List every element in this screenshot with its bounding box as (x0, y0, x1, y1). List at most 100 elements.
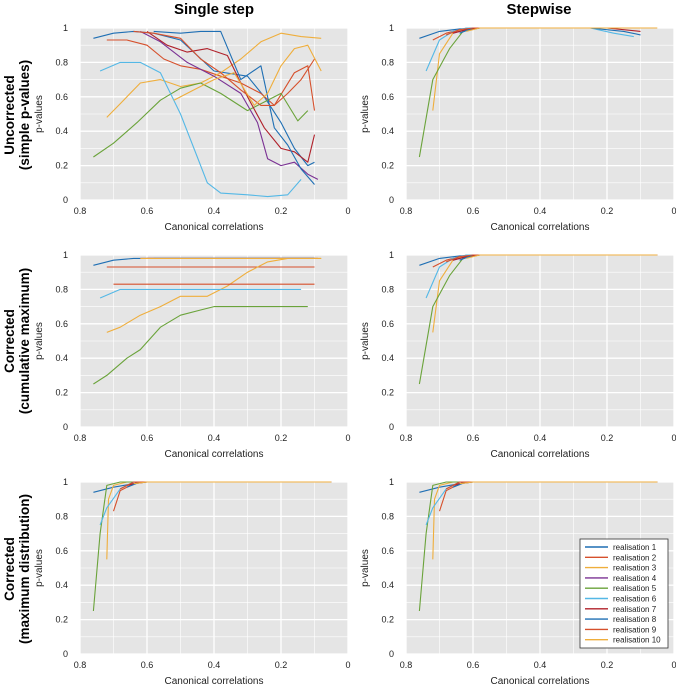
y-tick-label: 1 (389, 477, 394, 487)
y-tick-label: 0.6 (55, 546, 68, 556)
x-tick-label: 0.4 (534, 433, 547, 443)
series-line-realisation-5 (93, 82, 309, 158)
y-tick-label: 0.4 (55, 353, 68, 363)
y-tick-label: 0.8 (55, 511, 68, 521)
row-title-cumulative-line1: Corrected (2, 309, 17, 373)
x-tick-label: 0.8 (400, 433, 413, 443)
panel-r0-c0: 0 0.2 0.4 0.6 0.8 1 0.8 0.6 0.4 0.2 0 Canonical cor… (34, 23, 351, 233)
y-tick-label: 1 (389, 250, 394, 260)
chart-panels: 0 0.2 0.4 0.6 0.8 1 0.8 0.6 0.4 0.2 0 Canonical cor… (34, 23, 676, 687)
x-tick-label: 0.4 (534, 206, 547, 216)
panel-r2-c0: 0 0.2 0.4 0.6 0.8 1 0.8 0.6 0.4 0.2 0 Canonical cor… (34, 477, 351, 687)
x-tick-label: 0.6 (467, 433, 480, 443)
y-tick-label: 0 (389, 649, 394, 659)
series-line-realisation-6 (99, 61, 302, 198)
y-axis-label: p-values (360, 549, 371, 587)
y-tick-label: 0.2 (381, 388, 394, 398)
x-tick-label: 0.2 (275, 660, 288, 670)
series-line-realisation-10 (173, 44, 322, 106)
y-tick-label: 1 (63, 477, 68, 487)
row-title-maxdist-line1: Corrected (2, 537, 17, 601)
legend-label-realisation-3: realisation 3 (613, 564, 657, 573)
x-tick-label: 0.2 (601, 206, 614, 216)
x-tick-label: 0.6 (141, 660, 154, 670)
y-tick-label: 0.4 (381, 353, 394, 363)
y-axis-label: p-values (34, 549, 45, 587)
y-axis-label: p-values (360, 322, 371, 360)
legend-label-realisation-6: realisation 6 (613, 595, 657, 604)
y-tick-label: 0 (63, 649, 68, 659)
x-axis-label: Canonical correlations (165, 449, 264, 460)
series-line-realisation-9 (133, 30, 315, 106)
x-tick-label: 0.2 (601, 660, 614, 670)
x-tick-label: 0.8 (74, 660, 87, 670)
panel-r1-c1: 0 0.2 0.4 0.6 0.8 1 0.8 0.6 0.4 0.2 0 Canonical cor… (360, 250, 676, 460)
panel-r0-c1: 0 0.2 0.4 0.6 0.8 1 0.8 0.6 0.4 0.2 0 Canonical cor… (360, 23, 676, 233)
legend-label-realisation-7: realisation 7 (613, 605, 657, 614)
series-line-realisation-2 (106, 39, 316, 111)
y-tick-label: 0.2 (381, 161, 394, 171)
y-tick-label: 0.8 (55, 284, 68, 294)
y-tick-label: 0 (389, 195, 394, 205)
x-axis-label: Canonical correlations (491, 222, 590, 233)
row-title-maximum-distribution: Corrected (maximum distribution) (2, 494, 32, 644)
legend-label-realisation-5: realisation 5 (613, 584, 657, 593)
x-tick-label: 0.4 (208, 433, 221, 443)
y-tick-label: 0.6 (381, 319, 394, 329)
y-tick-label: 0.8 (55, 57, 68, 67)
x-tick-label: 0.2 (601, 433, 614, 443)
x-tick-label: 0.4 (208, 206, 221, 216)
x-tick-label: 0.6 (141, 433, 154, 443)
y-tick-label: 0 (389, 422, 394, 432)
x-tick-label: 0.2 (275, 433, 288, 443)
x-axis-label: Canonical correlations (165, 222, 264, 233)
y-tick-label: 0.6 (55, 92, 68, 102)
y-tick-label: 1 (63, 250, 68, 260)
row-title-cumulative-line2: (cumulative maximum) (17, 268, 32, 414)
legend-label-realisation-2: realisation 2 (613, 553, 657, 562)
series-line-realisation-4 (140, 30, 319, 180)
y-axis-label: p-values (34, 322, 45, 360)
legend-label-realisation-4: realisation 4 (613, 574, 657, 583)
x-tick-label: 0.2 (275, 206, 288, 216)
series-line-realisation-3 (106, 32, 322, 118)
x-tick-label: 0.6 (141, 206, 154, 216)
legend-label-realisation-8: realisation 8 (613, 615, 657, 624)
y-tick-label: 0.8 (381, 57, 394, 67)
x-axis-label: Canonical correlations (165, 676, 264, 687)
y-tick-label: 0.6 (55, 319, 68, 329)
x-tick-label: 0.6 (467, 206, 480, 216)
x-tick-label: 0.8 (74, 206, 87, 216)
y-tick-label: 0.2 (55, 388, 68, 398)
x-tick-label: 0 (345, 206, 350, 216)
y-axis-label: p-values (360, 95, 371, 133)
y-tick-label: 0.8 (381, 511, 394, 521)
x-tick-label: 0 (671, 660, 676, 670)
x-tick-label: 0 (345, 433, 350, 443)
series-line-realisation-10 (466, 27, 658, 32)
row-title-uncorrected-line2: (simple p-values) (17, 60, 32, 170)
x-tick-label: 0.6 (467, 660, 480, 670)
y-tick-label: 0.4 (55, 126, 68, 136)
y-tick-label: 0.8 (381, 284, 394, 294)
column-title-single-step: Single step (174, 1, 254, 18)
series-line-realisation-10 (466, 254, 658, 259)
series-line-realisation-3 (106, 257, 322, 333)
series-line-realisation-10 (459, 481, 658, 485)
series-line-realisation-8 (153, 30, 315, 185)
y-tick-label: 0 (63, 422, 68, 432)
x-tick-label: 0.8 (400, 660, 413, 670)
row-title-cumulative-maximum: Corrected (cumulative maximum) (2, 268, 32, 414)
x-tick-label: 0.8 (400, 206, 413, 216)
panel-r1-c0: 0 0.2 0.4 0.6 0.8 1 0.8 0.6 0.4 0.2 0 Canonical cor… (34, 250, 351, 460)
y-tick-label: 0.6 (381, 92, 394, 102)
x-tick-label: 0.4 (208, 660, 221, 670)
x-tick-label: 0 (345, 660, 350, 670)
x-tick-label: 0 (671, 433, 676, 443)
y-tick-label: 0.4 (381, 126, 394, 136)
series-line-realisation-7 (146, 30, 316, 163)
row-title-maxdist-line2: (maximum distribution) (17, 494, 32, 644)
row-title-uncorrected: Uncorrected (simple p-values) (2, 60, 32, 170)
